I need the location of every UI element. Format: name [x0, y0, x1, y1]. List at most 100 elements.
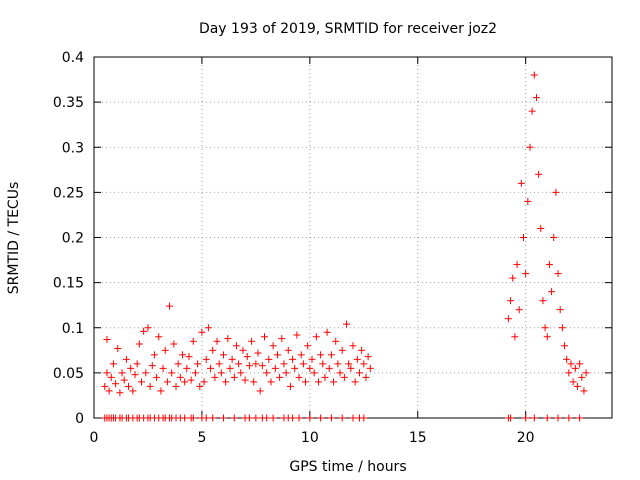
data-point [517, 179, 525, 187]
data-point [252, 414, 260, 422]
data-point [578, 373, 586, 381]
data-point [109, 360, 117, 368]
data-point [250, 378, 258, 386]
data-point [509, 274, 517, 282]
data-point [107, 373, 115, 381]
data-point [524, 197, 532, 205]
data-point [150, 351, 158, 359]
data-point [127, 364, 135, 372]
data-point [273, 351, 281, 359]
data-point [133, 360, 141, 368]
y-tick-label: 0.4 [62, 50, 84, 66]
data-point [200, 378, 208, 386]
x-tick-label: 20 [517, 430, 535, 446]
data-point [345, 360, 353, 368]
data-point [565, 414, 573, 422]
data-point [580, 387, 588, 395]
data-point [353, 355, 361, 363]
data-point [245, 362, 253, 370]
data-point [220, 351, 227, 359]
data-point [515, 306, 523, 314]
data-point [576, 414, 584, 422]
data-point [289, 355, 297, 363]
y-tick-label: 0.25 [53, 185, 84, 201]
data-point [170, 340, 178, 348]
data-point [364, 353, 372, 361]
data-point [511, 333, 519, 341]
data-point [144, 324, 152, 332]
data-point [530, 414, 538, 422]
data-point [196, 382, 204, 390]
data-point [252, 360, 260, 368]
data-point [362, 373, 370, 381]
data-point [347, 364, 355, 372]
data-point [194, 360, 202, 368]
data-point [340, 373, 348, 381]
data-point [148, 362, 156, 370]
data-point [189, 337, 197, 345]
data-point [548, 288, 556, 296]
data-point [295, 414, 303, 422]
data-point [543, 333, 551, 341]
data-point [213, 337, 221, 345]
data-point [576, 360, 584, 368]
data-point [343, 320, 351, 328]
data-point [558, 324, 566, 332]
y-tick-label: 0.35 [53, 95, 84, 111]
data-point [295, 373, 303, 381]
data-point [541, 324, 549, 332]
data-point [554, 270, 562, 278]
data-point [103, 369, 111, 377]
data-point [360, 414, 368, 422]
data-point [554, 414, 562, 422]
data-point [209, 414, 217, 422]
data-point [235, 360, 243, 368]
data-point [278, 335, 286, 343]
data-point [282, 369, 290, 377]
data-point [239, 346, 247, 354]
data-point [122, 355, 130, 363]
data-point [545, 261, 553, 269]
data-point [146, 382, 154, 390]
data-point [258, 362, 266, 370]
data-point [310, 369, 318, 377]
data-point [526, 143, 534, 151]
y-tick-label: 0.15 [53, 276, 84, 292]
data-point [552, 188, 560, 196]
data-point [116, 389, 124, 397]
data-point [118, 369, 126, 377]
y-tick-label: 0.3 [62, 140, 84, 156]
data-point [161, 346, 169, 354]
data-point [131, 371, 139, 379]
data-point [112, 380, 120, 388]
data-point [297, 351, 305, 359]
data-point [172, 382, 180, 390]
data-point [302, 378, 310, 386]
data-point [181, 414, 189, 422]
data-point [507, 297, 515, 305]
y-tick-label: 0 [75, 411, 84, 427]
y-tick-label: 0.05 [53, 366, 84, 382]
data-point [222, 378, 230, 386]
y-axis-label: SRMTID / TECUs [6, 182, 22, 295]
data-point [191, 369, 199, 377]
data-point [248, 337, 256, 345]
data-point [215, 360, 223, 368]
data-point [336, 369, 344, 377]
data-points [101, 71, 590, 422]
data-point [327, 414, 335, 422]
data-point [312, 333, 320, 341]
data-point [237, 369, 245, 377]
data-point [209, 346, 217, 354]
chart-title: Day 193 of 2019, SRMTID for receiver joz… [199, 21, 497, 37]
data-point [228, 355, 236, 363]
data-point [137, 378, 145, 386]
data-point [185, 353, 193, 361]
data-point [265, 355, 273, 363]
data-point [142, 369, 150, 377]
data-point [166, 302, 174, 310]
data-point [306, 364, 314, 372]
data-point [181, 378, 189, 386]
x-tick-label: 15 [409, 430, 427, 446]
